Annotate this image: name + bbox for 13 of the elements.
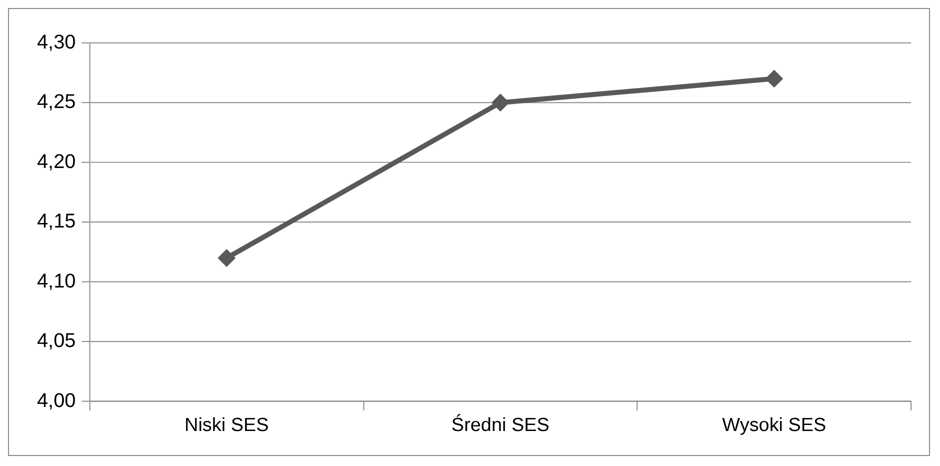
y-tick-label: 4,00 bbox=[36, 390, 76, 412]
y-tick-label: 4,10 bbox=[36, 270, 76, 292]
x-tick-label: Średni SES bbox=[451, 414, 550, 436]
point bbox=[491, 94, 510, 112]
x-tick-label: Niski SES bbox=[184, 414, 269, 436]
y-tick-label: 4,05 bbox=[36, 330, 76, 352]
point bbox=[218, 249, 236, 267]
y-tick-label: 4,20 bbox=[36, 150, 76, 173]
point bbox=[765, 70, 784, 88]
x-tick-label: Wysoki SES bbox=[722, 414, 826, 436]
y-tick-label: 4,25 bbox=[36, 91, 76, 114]
y-tick-label: 4,30 bbox=[36, 31, 76, 54]
y-tick-label: 4,15 bbox=[36, 210, 76, 233]
